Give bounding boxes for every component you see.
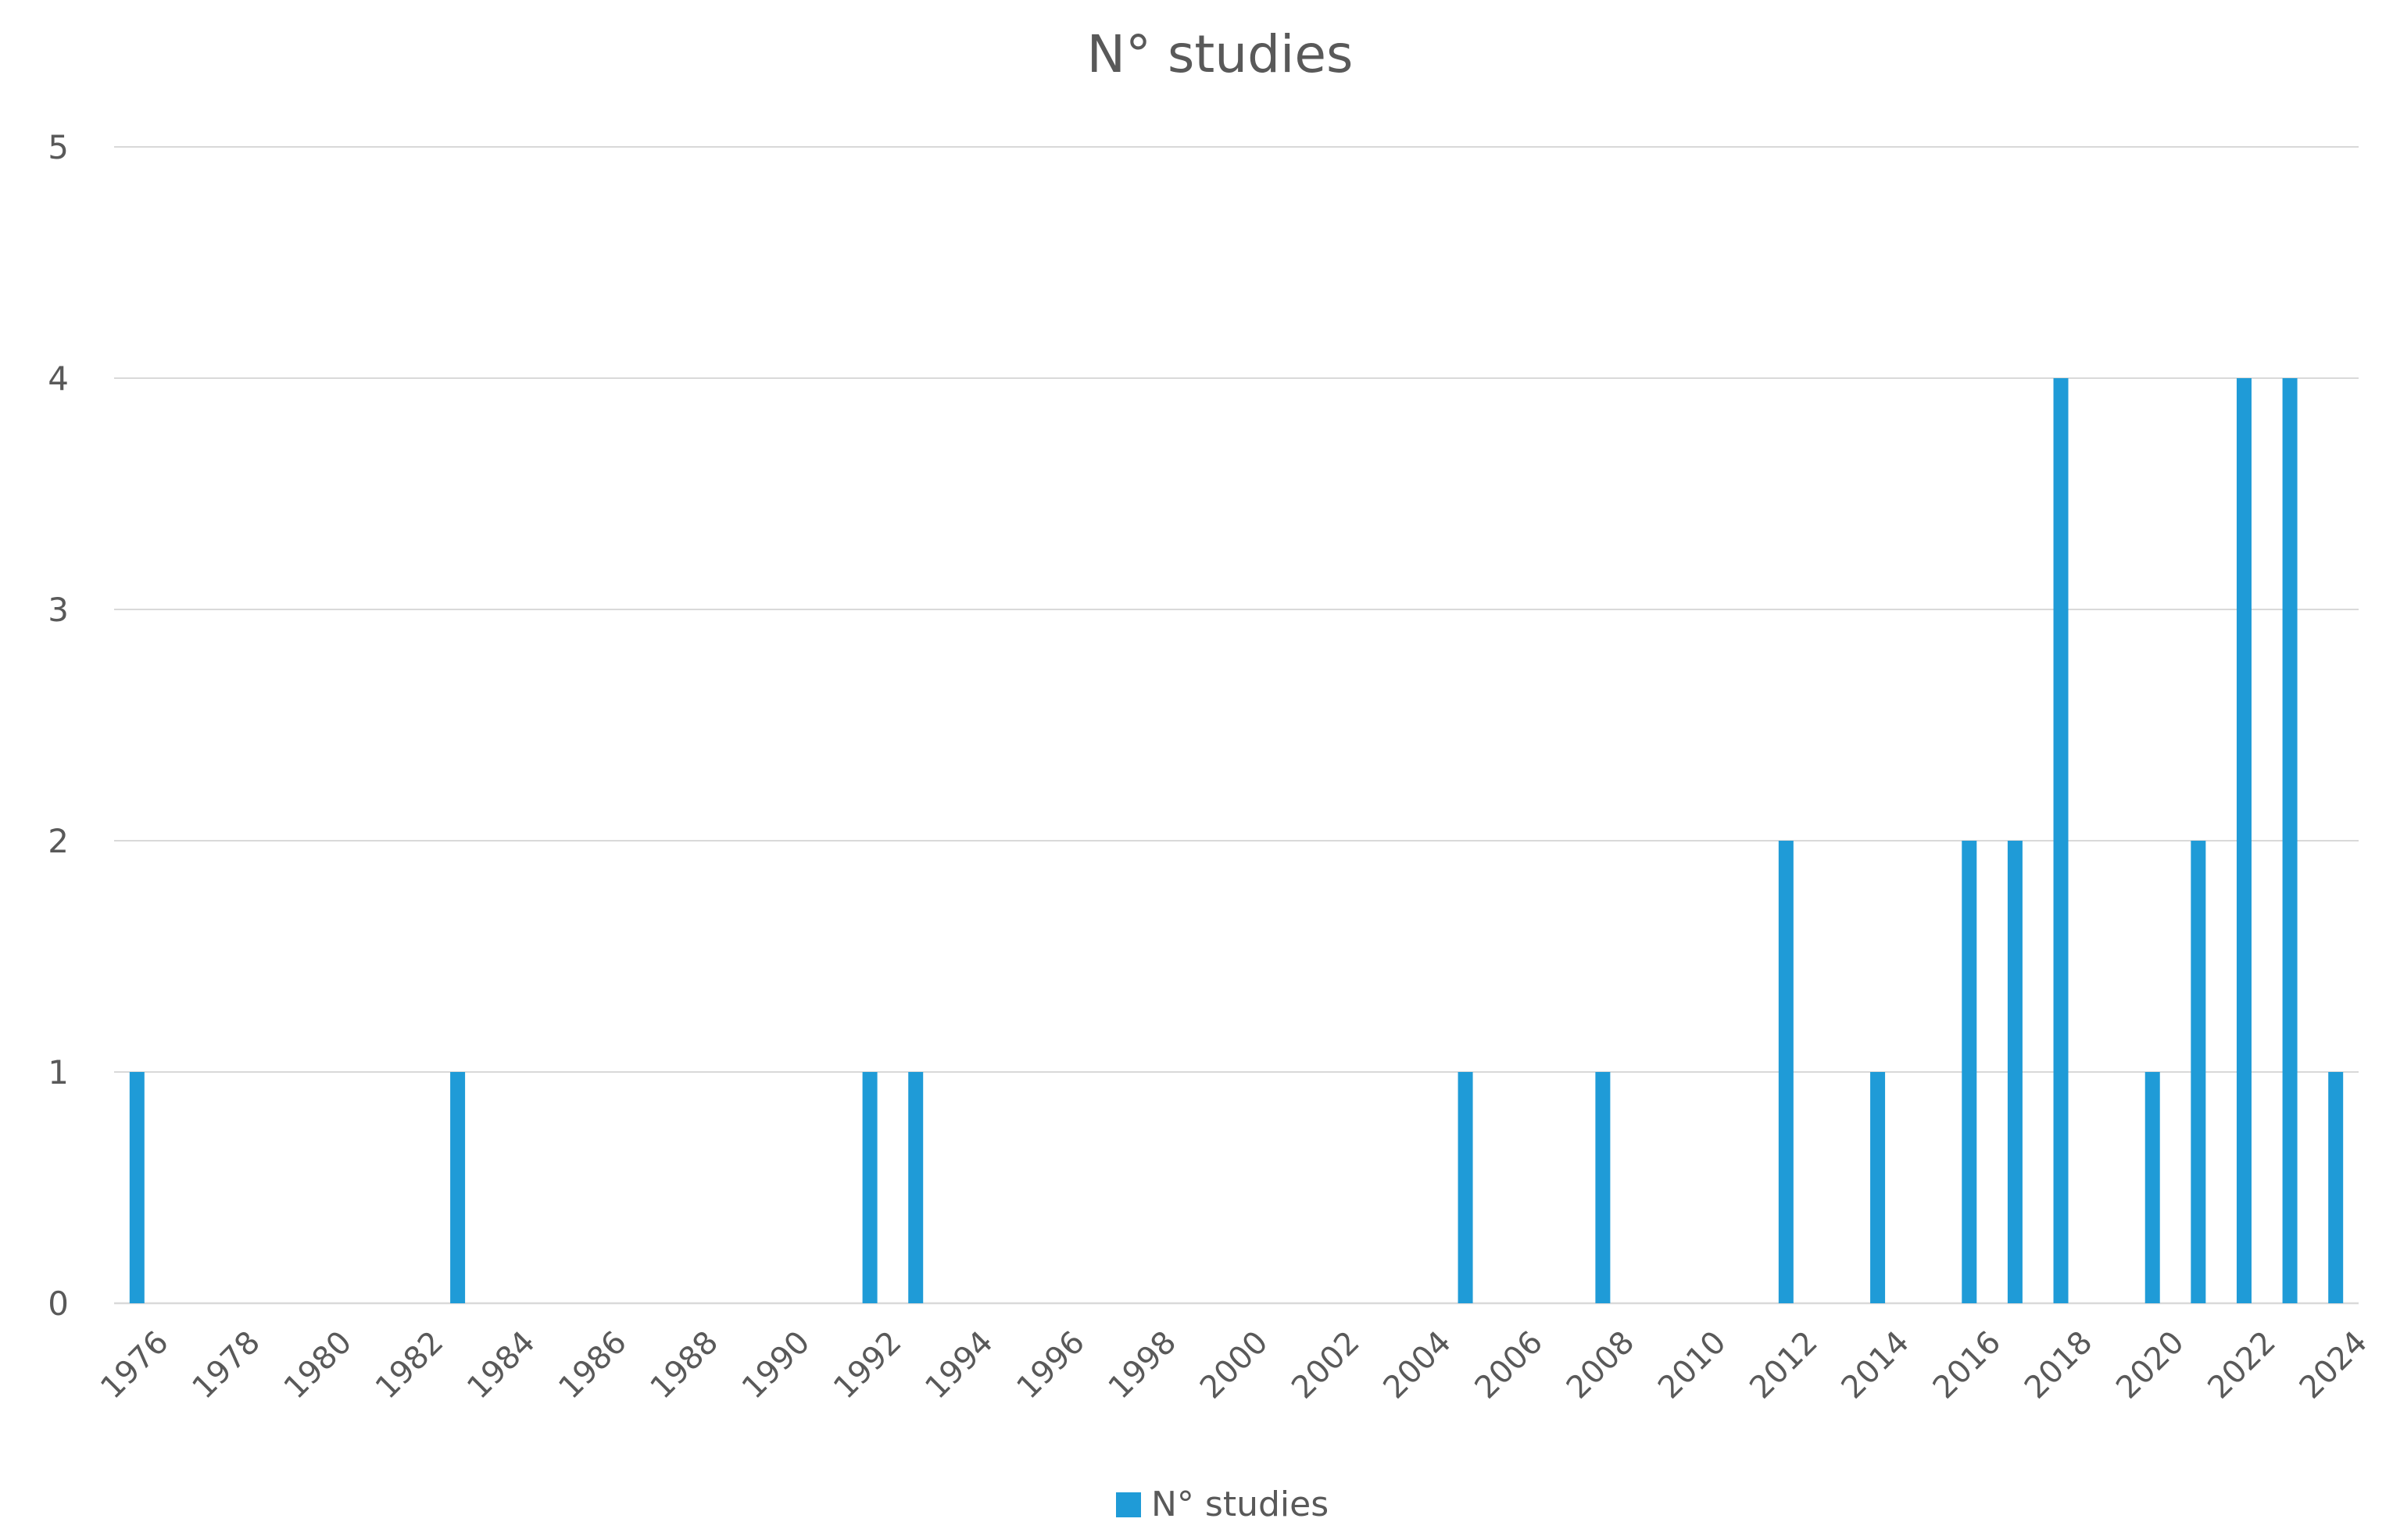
bar-2021 bbox=[2191, 841, 2206, 1303]
bar-2022 bbox=[2236, 378, 2252, 1303]
x-tick-label: 1996 bbox=[1010, 1324, 1092, 1406]
x-tick-label: 2004 bbox=[1376, 1324, 1458, 1406]
y-tick-label: 3 bbox=[48, 591, 69, 629]
x-tick-label: 2012 bbox=[1743, 1324, 1825, 1406]
x-tick-label: 1998 bbox=[1102, 1324, 1184, 1406]
y-axis-ticks: 0 1 2 3 4 5 bbox=[48, 128, 69, 1323]
x-tick-label: 2006 bbox=[1468, 1324, 1551, 1406]
x-tick-label: 2018 bbox=[2018, 1324, 2100, 1406]
bar-2012 bbox=[1778, 841, 1794, 1303]
x-tick-label: 2000 bbox=[1193, 1324, 1275, 1406]
x-tick-label: 2008 bbox=[1560, 1324, 1642, 1406]
y-tick-label: 5 bbox=[48, 128, 69, 166]
x-tick-label: 2002 bbox=[1285, 1324, 1367, 1406]
bar-2023 bbox=[2282, 378, 2298, 1303]
x-tick-label: 2020 bbox=[2109, 1324, 2191, 1406]
x-tick-label: 2022 bbox=[2201, 1324, 2283, 1406]
y-tick-label: 4 bbox=[48, 359, 69, 398]
bar-2020 bbox=[2144, 1072, 2160, 1303]
x-tick-label: 1990 bbox=[735, 1324, 817, 1406]
x-tick-label: 1992 bbox=[827, 1324, 909, 1406]
bar-2014 bbox=[1870, 1072, 1886, 1303]
bar-1983 bbox=[450, 1072, 466, 1303]
x-tick-label: 1982 bbox=[369, 1324, 451, 1406]
x-tick-label: 1994 bbox=[918, 1324, 1000, 1406]
bar-1992 bbox=[862, 1072, 878, 1303]
y-tick-label: 2 bbox=[48, 822, 69, 860]
bar-1976 bbox=[129, 1072, 145, 1303]
legend-label: N° studies bbox=[1151, 1485, 1329, 1524]
x-tick-label: 2016 bbox=[1926, 1324, 2008, 1406]
x-tick-label: 1988 bbox=[644, 1324, 726, 1406]
bar-1993 bbox=[908, 1072, 924, 1303]
x-tick-label: 2010 bbox=[1651, 1324, 1733, 1406]
bar-2005 bbox=[1458, 1072, 1473, 1303]
bar-2017 bbox=[2007, 841, 2023, 1303]
legend: N° studies bbox=[1116, 1485, 1329, 1524]
x-tick-label: 1986 bbox=[552, 1324, 634, 1406]
bar-2018 bbox=[2053, 378, 2069, 1303]
chart-title: N° studies bbox=[1087, 24, 1354, 84]
x-tick-label: 1984 bbox=[460, 1324, 542, 1406]
bar-2016 bbox=[1962, 841, 1977, 1303]
x-tick-label: 2014 bbox=[1834, 1324, 1916, 1406]
bar-2024 bbox=[2328, 1072, 2344, 1303]
bars bbox=[129, 378, 2344, 1303]
legend-swatch bbox=[1116, 1492, 1141, 1517]
y-tick-label: 1 bbox=[48, 1053, 69, 1092]
x-axis-ticks: 1976 1978 1980 1982 1984 1986 1988 1990 1992 1994… bbox=[94, 1324, 2374, 1406]
x-tick-label: 2024 bbox=[2293, 1324, 2375, 1406]
y-tick-label: 0 bbox=[48, 1285, 69, 1323]
x-tick-label: 1980 bbox=[277, 1324, 359, 1406]
x-tick-label: 1978 bbox=[185, 1324, 267, 1406]
bar-2008 bbox=[1595, 1072, 1611, 1303]
gridlines bbox=[114, 146, 2359, 1305]
x-tick-label: 1976 bbox=[94, 1324, 176, 1406]
